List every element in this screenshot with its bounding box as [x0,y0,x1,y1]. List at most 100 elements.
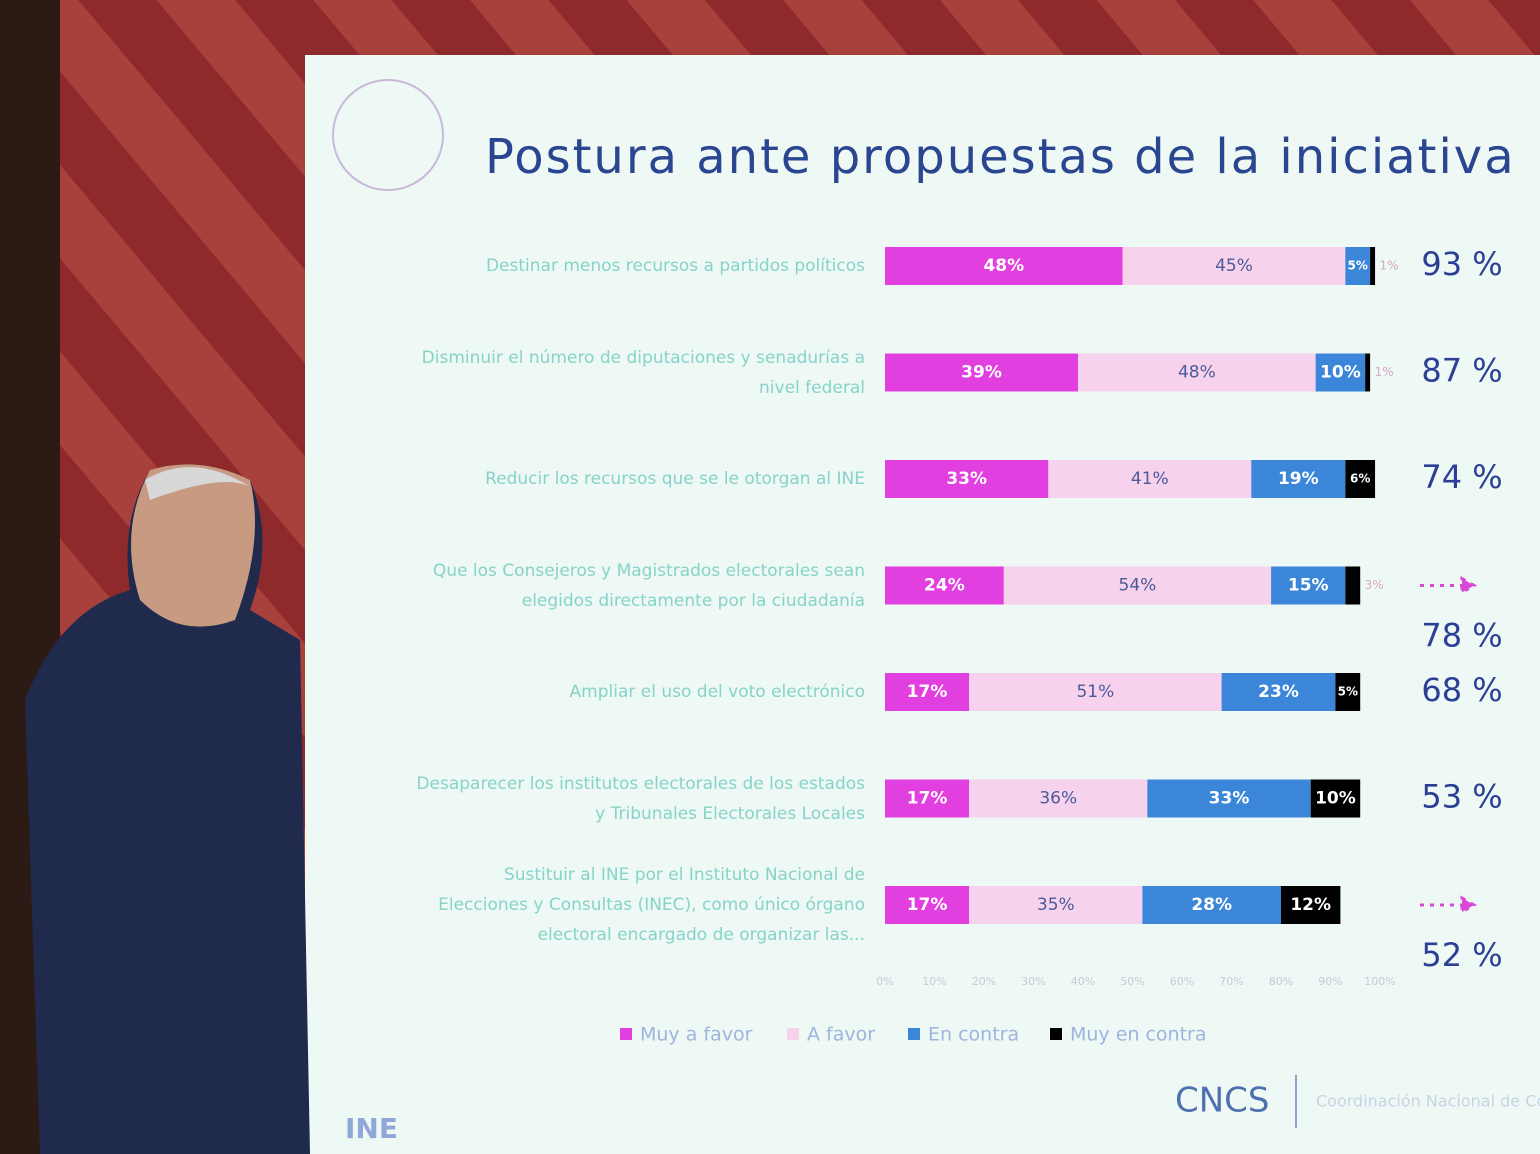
legend-label: Muy a favor [640,1024,753,1046]
value-label: 5% [1348,259,1368,273]
value-label: 35% [1037,895,1075,915]
total-label: 53 % [1421,778,1502,816]
value-label: 10% [1320,363,1361,383]
presenter-face [131,464,255,627]
bar-segment [969,779,1148,818]
presenter [25,464,310,1154]
total-label: 52 % [1421,936,1502,974]
value-label: 54% [1119,576,1157,596]
bar-segment [1345,247,1371,285]
legend-swatch [908,1028,920,1040]
presenter-hair [145,467,255,500]
value-label: 33% [946,469,987,489]
value-label: 24% [924,576,965,596]
x-tick-label: 90% [1318,975,1342,988]
bar-segment [885,353,1079,392]
total-label: 68 % [1421,671,1502,709]
total-label: 87 % [1421,352,1502,390]
x-tick-label: 0% [876,975,893,988]
value-label: 48% [1178,363,1216,383]
value-label: 12% [1290,895,1331,915]
bar-segment [1310,779,1361,818]
bar-segment [969,886,1143,924]
bar-segment [1078,353,1316,392]
logo-circle [332,79,444,191]
x-tick-label: 70% [1219,975,1243,988]
bar-segment [1251,460,1346,498]
bar-segment [885,460,1049,498]
x-tick-label: 100% [1364,975,1395,988]
total-label: 78 % [1421,617,1502,655]
bar-segment [1122,247,1346,285]
x-tick-label: 30% [1021,975,1045,988]
value-label: 1% [1380,259,1399,273]
bar-segment [1315,353,1366,392]
bar-segment [969,673,1222,711]
category-label: Disminuir el número de diputaciones y se… [421,347,865,398]
bar-segment [1370,247,1376,285]
bar-segment [1365,353,1371,392]
bar-segment [1003,566,1272,605]
total-label: 93 % [1421,245,1502,283]
legend-label: En contra [928,1024,1019,1046]
bar-segment [1335,673,1361,711]
x-tick-label: 60% [1170,975,1194,988]
footer-org: Coordinación Nacional de Comunicación So… [1316,1092,1540,1111]
value-label: 1% [1375,365,1394,379]
footer-ine: INE [345,1112,398,1145]
bar-segment [885,566,1004,605]
total-label: 74 % [1421,458,1502,496]
bar-segment [1221,673,1336,711]
legend-label: A favor [807,1024,875,1046]
value-label: 17% [907,789,948,809]
x-tick-label: 80% [1269,975,1293,988]
value-label: 15% [1288,576,1329,596]
title: Postura ante propuestas de la iniciativa [485,129,1516,185]
bar-segment [1345,460,1376,498]
value-label: 17% [907,895,948,915]
value-label: 51% [1076,682,1114,702]
category-label: Reducir los recursos que se le otorgan a… [485,469,865,489]
arrow [1420,575,1477,596]
category-label: Que los Consejeros y Magistrados elector… [432,560,865,611]
value-label: 5% [1338,685,1358,699]
value-label: 33% [1209,789,1250,809]
footer-logo: CNCS [1175,1081,1270,1121]
x-tick-label: 40% [1071,975,1095,988]
x-tick-label: 20% [972,975,996,988]
value-label: 39% [961,363,1002,383]
arrow [1420,895,1477,915]
bar-segment [1048,460,1252,498]
x-tick-label: 50% [1120,975,1144,988]
value-label: 10% [1315,789,1356,809]
value-label: 45% [1215,256,1253,276]
bar-segment [1142,886,1281,924]
category-label: Destinar menos recursos a partidos polít… [485,256,865,276]
legend-label: Muy en contra [1070,1024,1207,1046]
x-tick-label: 10% [922,975,946,988]
bar-segment [885,779,970,818]
value-label: 6% [1350,472,1370,486]
category-label: Sustituir al INE por el Instituto Nacion… [438,865,865,945]
bar-segment [1345,566,1361,605]
bar-segment [885,673,970,711]
category-label: Ampliar el uso del voto electrónico [569,682,865,702]
bar-segment [885,886,970,924]
bar-segment [1147,779,1311,818]
legend-swatch [620,1028,632,1040]
value-label: 3% [1365,578,1384,592]
legend-swatch [1050,1028,1062,1040]
value-label: 28% [1191,895,1232,915]
bar-segment [1281,886,1341,924]
value-label: 17% [907,682,948,702]
value-label: 41% [1131,469,1169,489]
category-label: Desaparecer los institutos electorales d… [416,773,865,824]
value-label: 23% [1258,682,1299,702]
value-label: 36% [1039,789,1077,809]
bar-segment [1271,566,1346,605]
value-label: 48% [983,256,1024,276]
bar-segment [885,247,1123,285]
value-label: 19% [1278,469,1319,489]
